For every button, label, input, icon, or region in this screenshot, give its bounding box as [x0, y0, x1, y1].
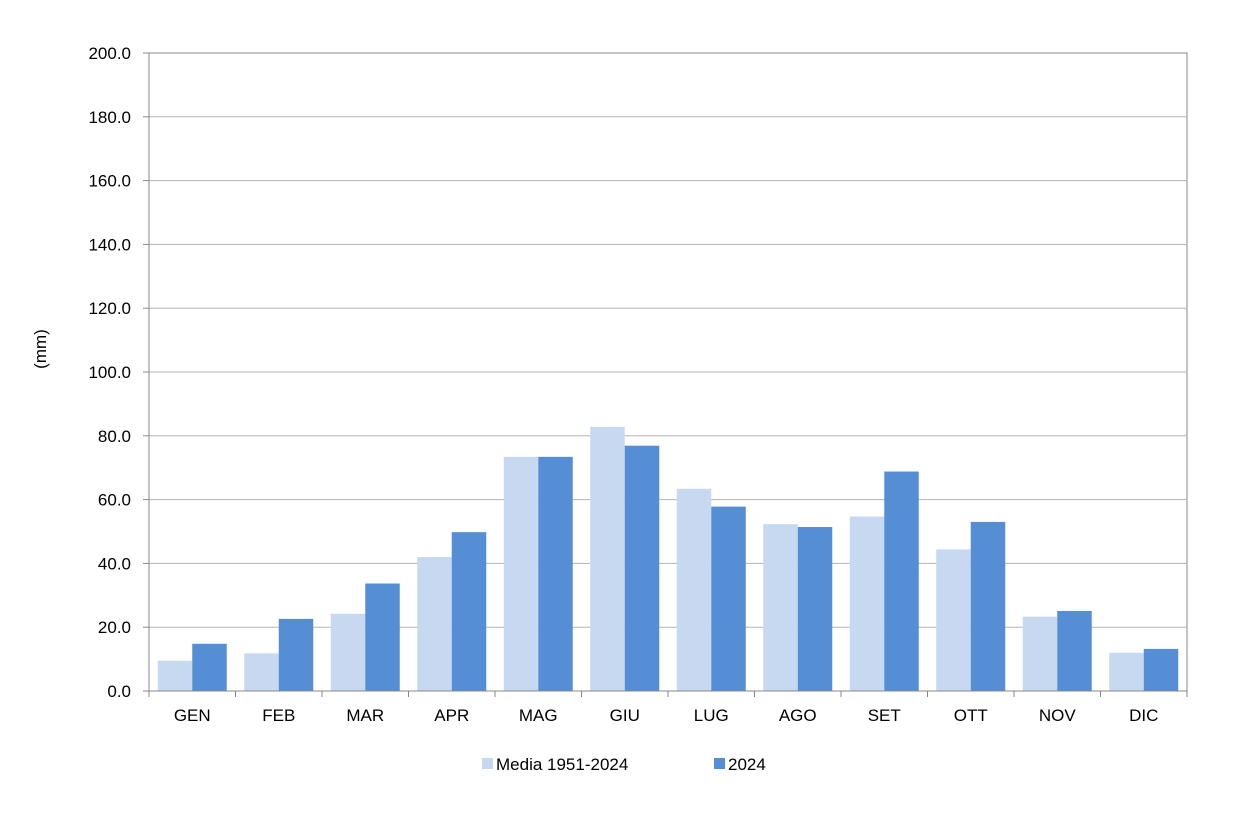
bar [797, 527, 833, 691]
bar [417, 557, 452, 691]
legend-swatch [714, 758, 725, 769]
bar [936, 549, 971, 691]
x-tick-label: NOV [1039, 706, 1077, 725]
y-tick-label: 100.0 [88, 363, 131, 382]
bar [538, 456, 573, 691]
bar [451, 532, 487, 691]
y-tick-label: 200.0 [88, 44, 131, 63]
x-tick-label: APR [434, 706, 469, 725]
bars [157, 426, 1179, 691]
bar [503, 456, 539, 691]
bar [624, 445, 660, 691]
x-tick-label: FEB [262, 706, 295, 725]
legend: Media 1951-2024 2024 [482, 755, 766, 774]
x-tick-label: GIU [610, 706, 640, 725]
legend-label: 2024 [728, 755, 766, 774]
y-tick-label: 120.0 [88, 299, 131, 318]
bar [970, 521, 1006, 691]
x-tick-label: MAR [346, 706, 384, 725]
bar [884, 471, 919, 691]
y-tick-label: 80.0 [98, 427, 131, 446]
bar [711, 506, 746, 691]
x-tick-label: DIC [1129, 706, 1158, 725]
y-tick-label: 20.0 [98, 618, 131, 637]
bar [676, 488, 712, 691]
bar [244, 653, 279, 691]
x-tick-label: GEN [174, 706, 211, 725]
x-tick-label: MAG [519, 706, 558, 725]
bar [192, 643, 227, 691]
y-tick-label: 140.0 [88, 235, 131, 254]
x-tick-label: OTT [954, 706, 988, 725]
bar [590, 426, 625, 691]
y-tick-label: 160.0 [88, 172, 131, 191]
y-tick-labels: 0.0 20.0 40.0 60.0 80.0 100.0 120.0 140.0 160.0 1… [88, 44, 131, 701]
bar [157, 660, 193, 691]
x-tick-label: SET [868, 706, 901, 725]
x-tick-label: LUG [694, 706, 729, 725]
bar [849, 516, 885, 691]
axes [143, 52, 1188, 697]
bar [1022, 616, 1058, 691]
bar [1109, 652, 1144, 691]
legend-swatch [482, 758, 493, 769]
x-tick-labels: GEN FEB MAR APR MAG GIU LUG AGO SET OTT NOV DIC [174, 706, 1159, 725]
bar [1143, 648, 1179, 691]
y-tick-label: 0.0 [107, 682, 131, 701]
bar [365, 583, 400, 691]
bar [1057, 610, 1092, 691]
bar [330, 613, 366, 691]
legend-label: Media 1951-2024 [496, 755, 628, 774]
x-tick-label: AGO [779, 706, 817, 725]
y-tick-label: 180.0 [88, 108, 131, 127]
gridlines [149, 116, 1187, 628]
bar [278, 618, 314, 691]
y-tick-label: 60.0 [98, 491, 131, 510]
y-axis-label: (mm) [31, 329, 50, 369]
y-tick-label: 40.0 [98, 554, 131, 573]
bar [763, 524, 798, 691]
